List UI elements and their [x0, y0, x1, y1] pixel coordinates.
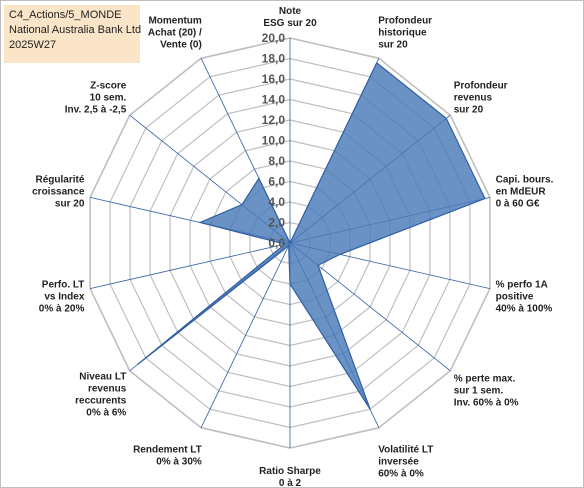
tick-label: 20,0 [262, 31, 286, 45]
axis-label: Rendement LT 0% à 30% [133, 445, 202, 468]
tick-label: 16,0 [262, 72, 286, 86]
title-line-1: C4_Actions/5_MONDE [9, 9, 122, 21]
tick-label: 14,0 [262, 93, 286, 107]
title-box: C4_Actions/5_MONDE National Australia Ba… [4, 5, 142, 63]
tick-label: 4,0 [268, 195, 285, 209]
axis-label: Note ESG sur 20 [263, 6, 317, 29]
radar-axis-labels: Note ESG sur 20 Profondeur historique sur 20… [32, 6, 553, 488]
tick-label: 8,0 [268, 154, 285, 168]
series-area [137, 61, 486, 410]
axis-label: Capi. bours. en MdEUR 0 à 60 G€ [496, 175, 554, 210]
radar-tick-labels: 0,0 2,0 4,0 6,0 8,0 10,0 12,0 14,0 16,0 18,0 20,0 [262, 31, 286, 250]
tick-label: 18,0 [262, 52, 286, 66]
axis-spoke [90, 242, 291, 289]
axis-spoke [200, 242, 291, 428]
axis-label: Niveau LT revenus reccurents 0% à 6% [75, 371, 127, 418]
tick-label: 2,0 [268, 216, 285, 230]
title-line-3: 2025W27 [9, 39, 57, 51]
axis-label: Profondeur historique sur 20 [378, 16, 432, 51]
axis-label: % perfo 1A positive 40% à 100% [496, 279, 553, 314]
tick-label: 10,0 [262, 134, 286, 148]
tick-label: 12,0 [262, 113, 286, 127]
title-line-2: National Australia Bank Ltd [9, 24, 142, 36]
axis-label: Régularité croissance sur 20 [32, 175, 85, 210]
axis-label: Momentum Achat (20) / Vente (0) [148, 16, 202, 51]
axis-label: Profondeur revenus sur 20 [454, 81, 508, 116]
tick-label: 6,0 [268, 175, 285, 189]
radar-series [137, 61, 486, 410]
axis-label: Perfo. LT vs Index 0% à 20% [39, 279, 85, 314]
axis-label: % perte max. sur 1 sem. Inv. 60% à 0% [454, 374, 519, 409]
axis-label: Z-score 10 sem. Inv. 2,5 à -2,5 [65, 81, 127, 116]
tick-label: 0,0 [268, 236, 285, 250]
axis-label: Volatilité LT inversée 60% à 0% [378, 445, 433, 480]
axis-label: Ratio Sharpe 0 à 2 [259, 466, 321, 488]
